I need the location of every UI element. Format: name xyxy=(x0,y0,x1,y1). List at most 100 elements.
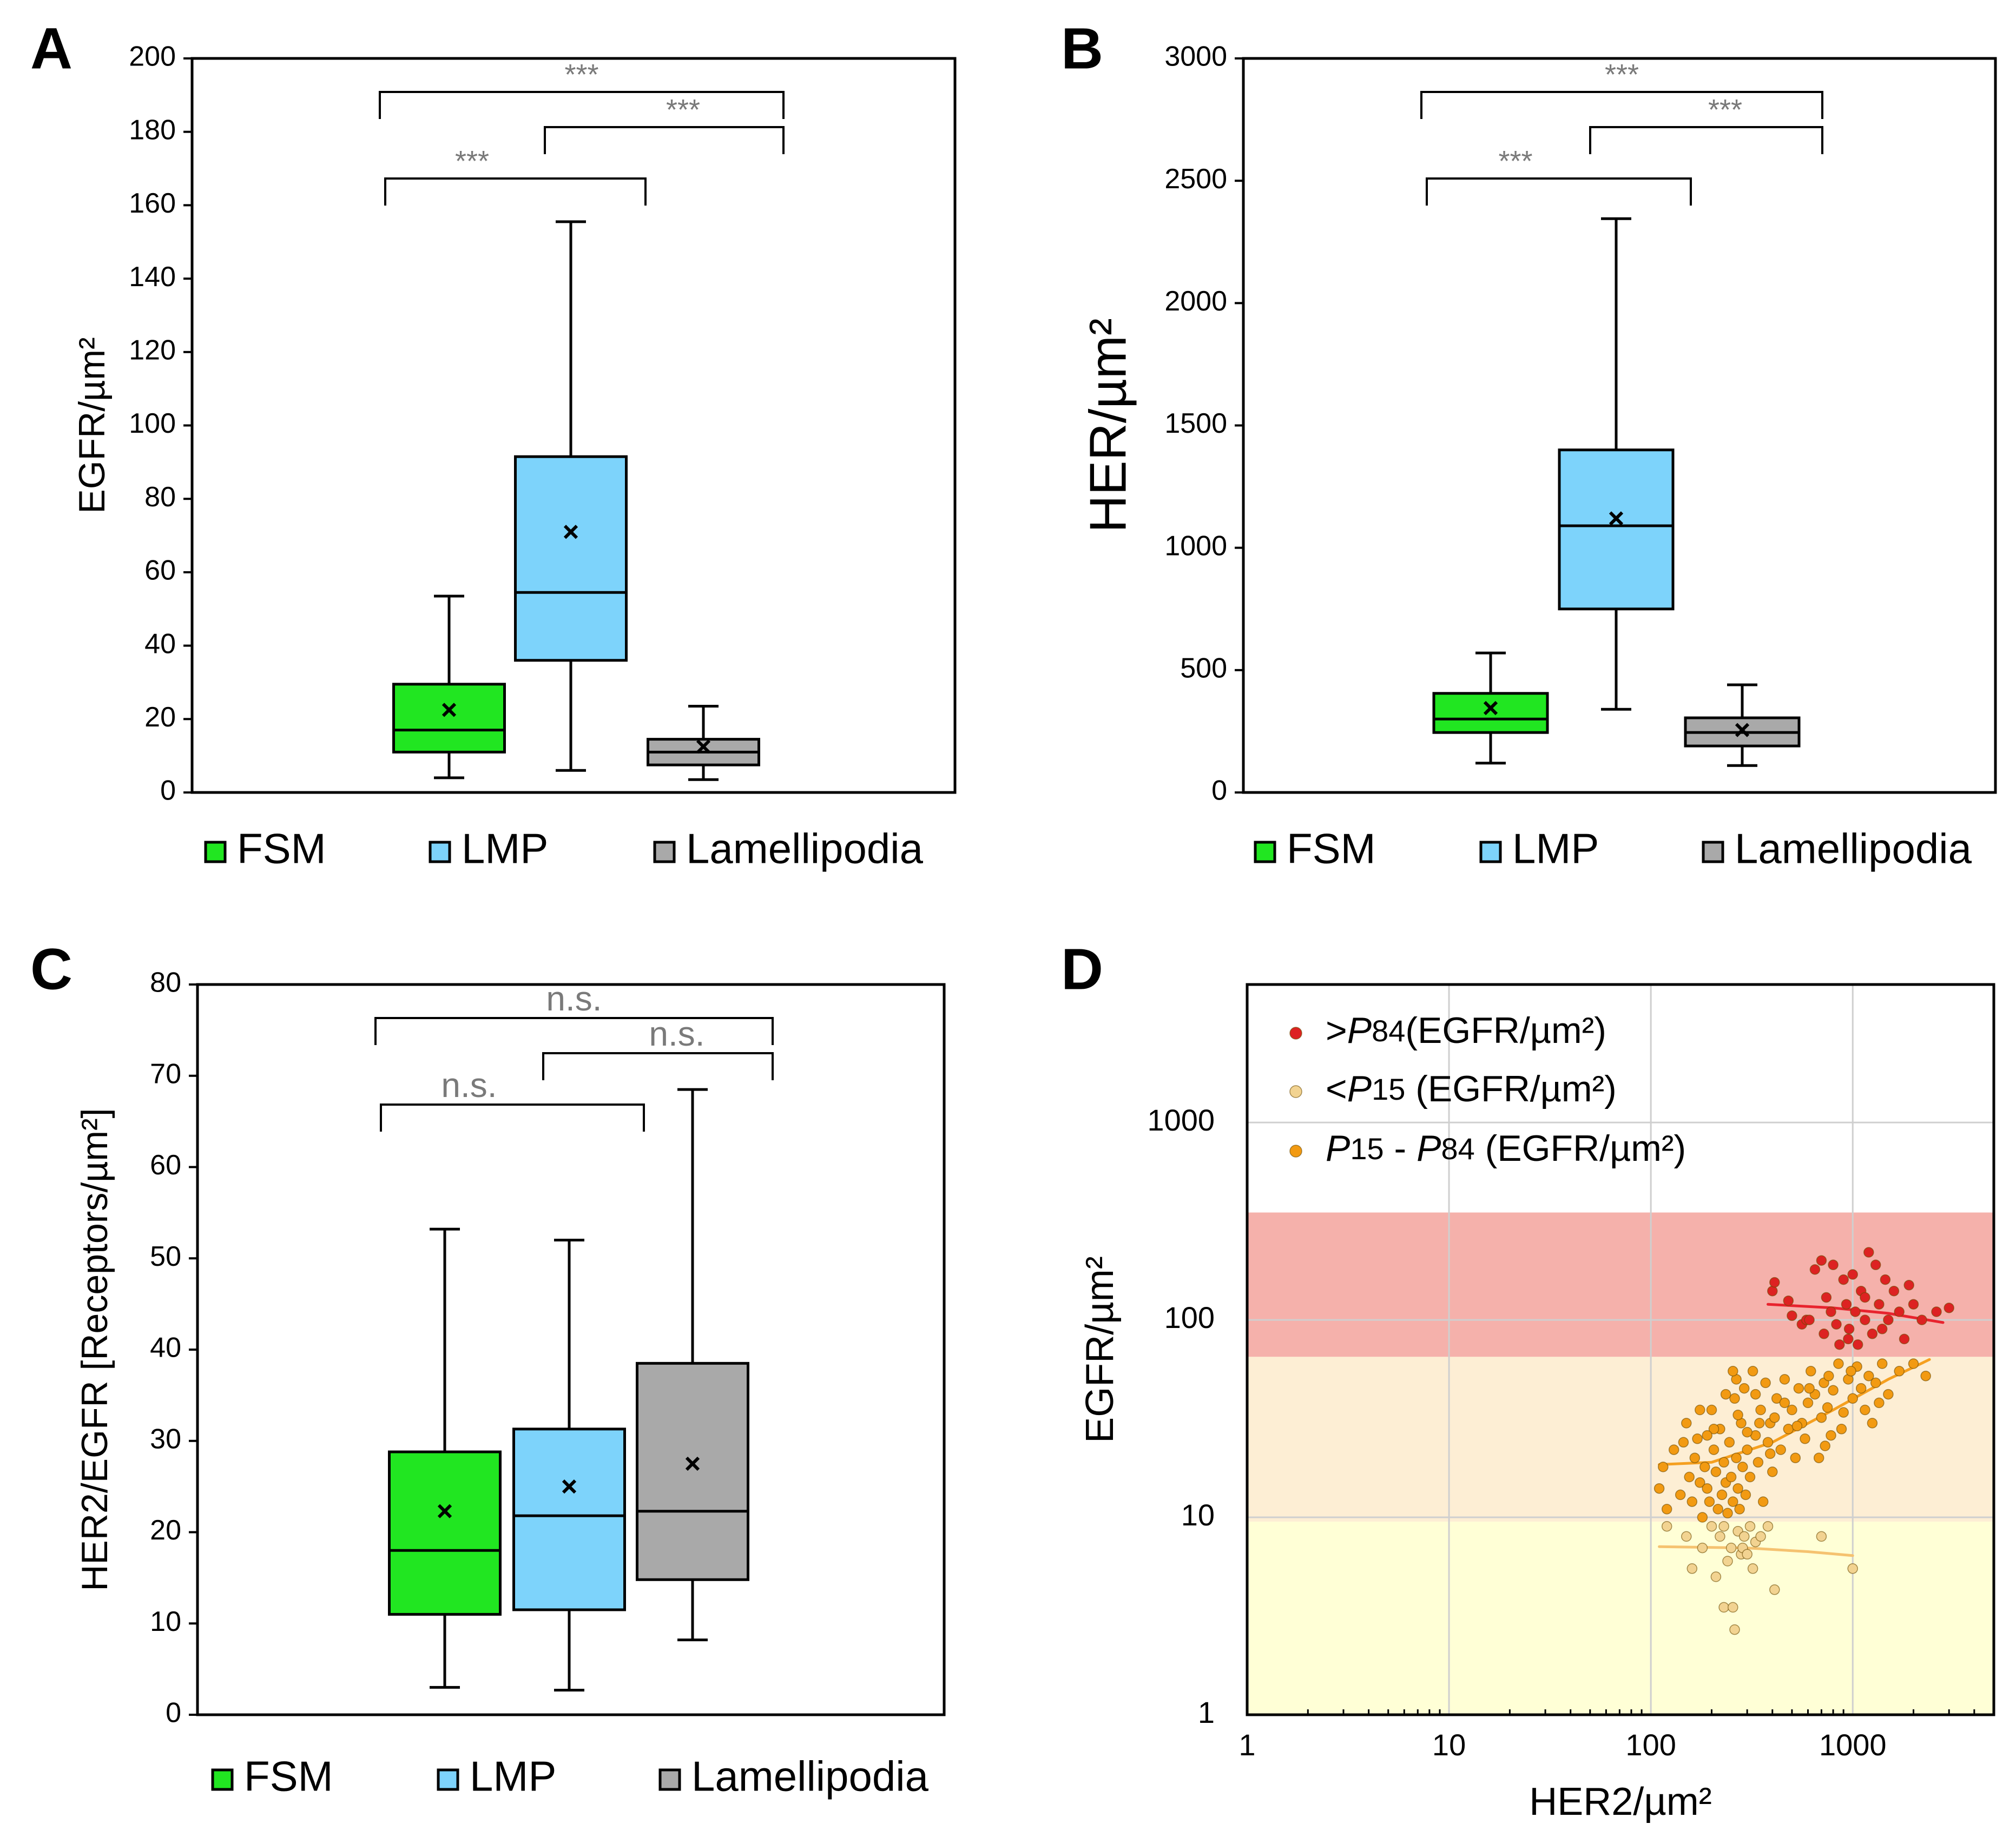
bracket-line xyxy=(379,91,785,119)
data-point xyxy=(1708,1444,1719,1455)
box-lamellipodia xyxy=(1684,683,1801,767)
data-point xyxy=(1793,1383,1804,1394)
legend-item-lmp: LMP xyxy=(1479,825,1599,873)
panel-a: A 0 20 40 60 80 100 120 140 160 180 200 EGFR/µm² *** *… xyxy=(30,16,957,873)
data-point xyxy=(1783,1424,1794,1435)
y-tick-label: 50 xyxy=(150,1241,181,1272)
y-tick-label: 120 xyxy=(129,335,176,366)
sig-bracket-lmp-lamellipodia: n.s. xyxy=(542,1014,774,1080)
sig-label: *** xyxy=(666,94,700,126)
data-point xyxy=(1802,1397,1814,1409)
data-point xyxy=(1876,1324,1888,1334)
data-point xyxy=(1863,1247,1874,1258)
box-iqr xyxy=(1558,448,1675,611)
sig-label: n.s. xyxy=(546,979,602,1018)
legend-label-part: 84 xyxy=(1441,1132,1474,1166)
panel-letter: A xyxy=(30,16,73,81)
data-point xyxy=(1681,1418,1692,1429)
data-point xyxy=(1804,1383,1815,1394)
y-tick-label: 1000 xyxy=(1164,530,1227,561)
y-tick-label: 60 xyxy=(150,1149,181,1181)
panel-letter: C xyxy=(30,936,73,1002)
box-fsm xyxy=(1432,651,1549,765)
data-point xyxy=(1883,1314,1894,1325)
fit-line-high xyxy=(1767,1303,1945,1324)
data-point xyxy=(1764,1448,1776,1459)
y-axis-label: EGFR/µm² xyxy=(1078,1256,1122,1443)
data-point xyxy=(1828,1259,1839,1271)
data-point xyxy=(1744,1521,1756,1532)
data-point xyxy=(1754,1418,1765,1429)
box-lmp xyxy=(512,1239,626,1691)
y-tick-label: 1 xyxy=(1198,1695,1215,1729)
legend-swatch xyxy=(1254,841,1276,863)
data-point xyxy=(1755,1404,1766,1416)
data-point xyxy=(1747,1366,1758,1377)
legend-swatch xyxy=(1479,841,1502,863)
legend-label-part: 84 xyxy=(1372,1014,1405,1048)
legend-label-part: < xyxy=(1326,1068,1347,1109)
data-point xyxy=(1661,1521,1672,1532)
bracket-line xyxy=(374,1017,774,1045)
sig-label: n.s. xyxy=(441,1066,497,1105)
y-tick-label: 10 xyxy=(1181,1498,1215,1532)
data-point xyxy=(1738,1383,1750,1394)
legend-swatch xyxy=(437,1768,459,1791)
data-point xyxy=(1731,1452,1742,1463)
data-point xyxy=(1894,1306,1905,1317)
data-point xyxy=(1747,1563,1758,1574)
bracket-line xyxy=(1426,177,1692,206)
legend-label: FSM xyxy=(237,825,326,873)
y-tick-label: 80 xyxy=(144,481,176,513)
mean-marker xyxy=(685,1456,700,1471)
x-tick-label: 1000 xyxy=(1819,1728,1887,1762)
box-iqr xyxy=(512,1428,626,1611)
sig-label: *** xyxy=(1708,94,1742,126)
data-point xyxy=(1689,1452,1701,1463)
bracket-line xyxy=(380,1103,645,1132)
data-point xyxy=(1779,1374,1790,1385)
data-point xyxy=(1903,1280,1914,1291)
mean-marker xyxy=(442,703,457,717)
data-point xyxy=(1843,1333,1854,1345)
legend-swatch xyxy=(211,1768,234,1791)
data-point xyxy=(1894,1366,1905,1377)
data-point xyxy=(1753,1457,1764,1468)
data-point xyxy=(1706,1404,1717,1416)
sig-bracket-fsm-lmp: *** xyxy=(384,145,647,206)
box-lamellipodia xyxy=(647,705,760,781)
data-point xyxy=(1874,1299,1885,1310)
data-point xyxy=(1775,1444,1786,1455)
y-tick-label: 80 xyxy=(150,967,181,999)
legend-label-part: P xyxy=(1326,1128,1350,1169)
data-point xyxy=(1653,1483,1665,1494)
data-point xyxy=(1847,1563,1858,1574)
data-point xyxy=(1702,1430,1712,1441)
mean-marker xyxy=(1483,701,1498,716)
data-point xyxy=(1883,1389,1894,1400)
data-point xyxy=(1762,1437,1774,1448)
legend-label-part: P xyxy=(1347,1010,1372,1051)
plot-frame xyxy=(190,57,957,794)
legend-label: Lamellipodia xyxy=(691,1753,929,1800)
data-point xyxy=(1843,1324,1855,1334)
legend-swatch xyxy=(429,841,451,863)
data-point xyxy=(1806,1366,1816,1377)
y-tick-label: 180 xyxy=(129,114,176,146)
plot-frame xyxy=(1242,57,1997,794)
sig-label: *** xyxy=(455,145,489,177)
data-point xyxy=(1908,1358,1919,1369)
y-tick-label: 0 xyxy=(160,775,176,807)
box-fsm xyxy=(388,1227,502,1689)
data-point xyxy=(1760,1377,1771,1389)
data-point xyxy=(1762,1521,1774,1532)
data-point xyxy=(1833,1358,1844,1369)
y-tick-label: 0 xyxy=(1211,775,1227,807)
data-point xyxy=(1716,1489,1728,1501)
data-point xyxy=(1822,1402,1833,1413)
legend-label-part: 15 xyxy=(1372,1072,1405,1106)
sig-bracket-fsm-lamellipodia: *** xyxy=(1420,58,1823,119)
box-lmp xyxy=(514,220,628,772)
y-tick-label: 2500 xyxy=(1164,163,1227,195)
